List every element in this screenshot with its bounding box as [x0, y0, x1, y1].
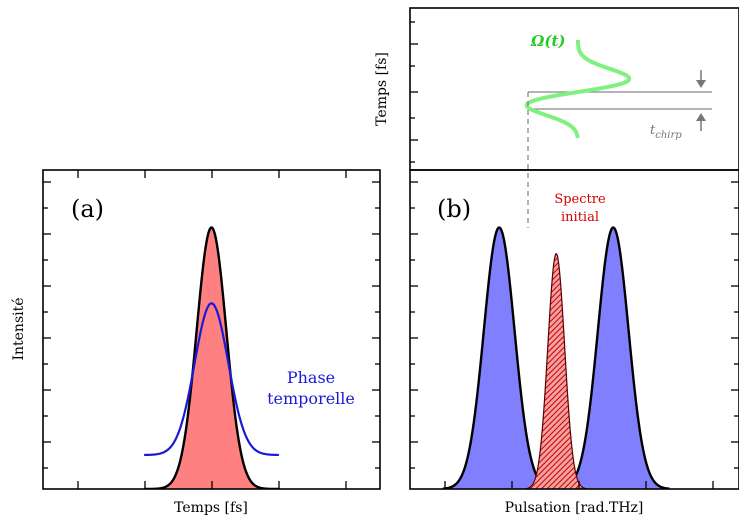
y-axis-label-b-top: Temps [fs]: [374, 52, 390, 126]
panel-b-top-frame: [409, 7, 739, 171]
intensity-area-a: [144, 227, 279, 489]
phase-label-line2: temporelle: [267, 389, 355, 408]
omega-curve: [524, 40, 632, 139]
panel-b-top-ticks: [410, 21, 418, 163]
omega-label: Ω(t): [530, 32, 565, 50]
initial-label-line1: Spectre: [554, 192, 606, 207]
tchirp-label: tchirp: [650, 123, 682, 141]
panel-b-letter: (b): [437, 195, 471, 223]
initial-spectrum-outline: [525, 252, 588, 489]
panel-b-frame: [409, 169, 739, 490]
tchirp-t: t: [650, 123, 656, 138]
panel-b-top: Ω(t) tchirp Temps [fs]: [374, 7, 739, 171]
phase-curve: [144, 302, 279, 457]
chirp-arrowhead-up: [696, 113, 706, 121]
x-axis-label-a: Temps [fs]: [174, 500, 248, 516]
panel-b-ticks: [410, 181, 739, 489]
intensity-curve-a: [144, 226, 279, 489]
chirp-arrowhead-down: [696, 80, 706, 88]
tchirp-sub: chirp: [655, 130, 682, 141]
panel-a-ticks: [43, 170, 380, 489]
panel-a: (a) Phase temporelle Temps [fs] Intensit…: [11, 169, 381, 516]
x-axis-label-b: Pulsation [rad.THz]: [505, 500, 644, 516]
broadened-area: [442, 227, 670, 489]
initial-label-line2: initial: [561, 210, 599, 225]
y-axis-label-a: Intensité: [11, 297, 27, 360]
panel-b: (b) Spectre initial Pulsation [rad.THz]: [409, 92, 739, 516]
phase-label-line1: Phase: [287, 368, 335, 387]
initial-spectrum-area: [525, 253, 587, 489]
panel-a-letter: (a): [71, 195, 104, 223]
